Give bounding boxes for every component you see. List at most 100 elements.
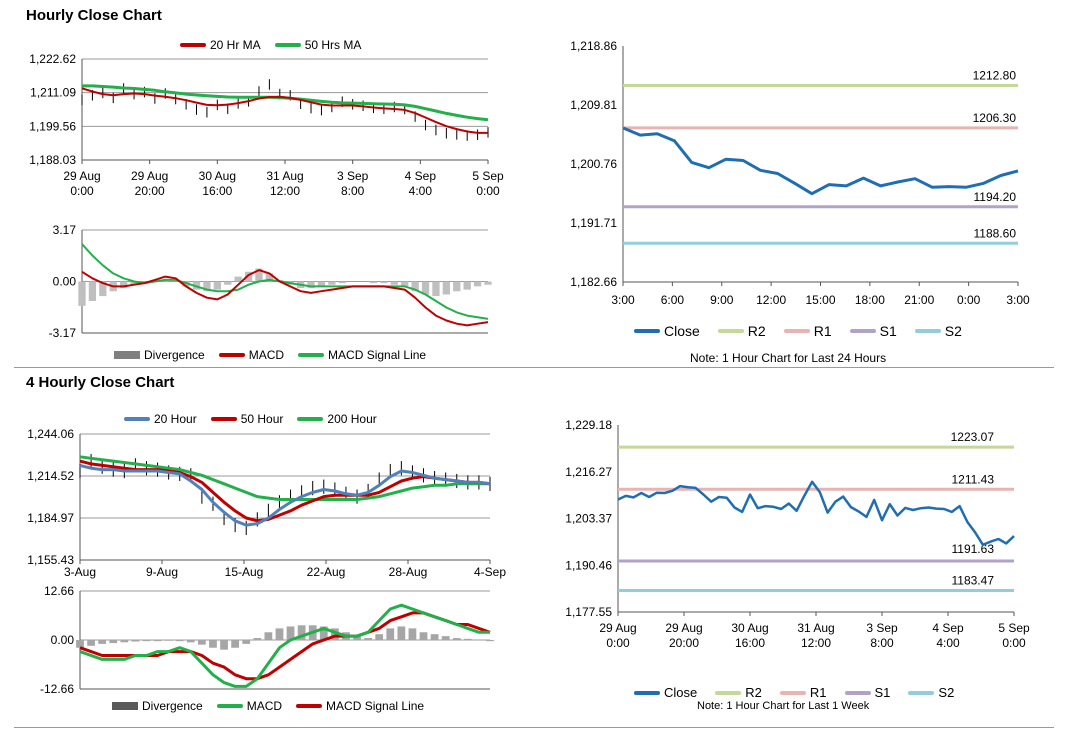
x-tick-label: 31 Aug [266, 169, 303, 183]
y-tick-label: 1,203.37 [565, 512, 612, 526]
divergence-bar [453, 281, 461, 292]
series-200-hour [79, 455, 490, 501]
divergence-bar [244, 271, 253, 282]
x-tick-label: 3-Aug [64, 565, 96, 579]
divergence-bar [380, 281, 388, 284]
x-tick-label: 4 Sep [932, 621, 964, 635]
legend-item-macd-signal-4h: MACD Signal Line [296, 699, 424, 713]
x-tick-label: 0:00 [476, 184, 500, 198]
y-tick-label: 1,188.03 [29, 153, 76, 167]
four-hourly-ma-chart: 1,244.06 1,214.52 1,184.97 1,155.433-Aug 9-A… [27, 427, 506, 579]
legend-item-macd: MACD [218, 348, 284, 362]
legend-item-macd-4h: MACD [216, 699, 282, 713]
x-tick-label: 29 Aug [131, 169, 168, 183]
y-tick-label: 1,229.18 [565, 418, 612, 432]
legend-item-r1: R1 [783, 323, 832, 339]
divergence-bar [98, 640, 107, 644]
four-hourly-macd-legend: Divergence MACD MACD Signal Line [112, 699, 424, 713]
legend-item-s1-4h: S1 [844, 685, 890, 700]
y-tick-label: 1,211.09 [30, 86, 76, 100]
x-tick-label: 16:00 [202, 184, 232, 198]
x-tick-label: 18:00 [855, 293, 885, 307]
legend-item-divergence: Divergence [114, 348, 205, 362]
divergence-bar [242, 640, 251, 644]
y-tick-label: 1,155.43 [27, 553, 74, 567]
x-tick-label: 6:00 [661, 293, 685, 307]
x-tick-label: 0:00 [1002, 636, 1026, 650]
divergence-bar [109, 640, 118, 644]
x-tick-label: 31 Aug [797, 621, 834, 635]
x-tick-label: 8:00 [341, 184, 365, 198]
x-tick-label: 8:00 [870, 636, 894, 650]
divergence-bar [297, 625, 306, 640]
legend-item-close-4h: Close [634, 685, 697, 700]
legend-item-20-hour: 20 Hour [124, 412, 197, 426]
divergence-bar [390, 281, 398, 285]
divergence-bar [473, 281, 482, 287]
legend-item-r2-4h: R2 [715, 685, 762, 700]
x-tick-label: 15-Aug [225, 565, 264, 579]
legend-item-s2: S2 [914, 323, 962, 339]
legend-item-close: Close [634, 323, 700, 339]
four-hourly-macd-chart: 12.66 0.00 -12.66 [40, 584, 494, 696]
divergence-bar [164, 640, 173, 641]
series-50hrs-ma [82, 84, 489, 122]
divergence-bar [87, 640, 95, 646]
series-20hr-ma [81, 87, 488, 134]
x-tick-label: 0:00 [606, 636, 630, 650]
divergence-bar [432, 281, 440, 297]
x-tick-label: 4:00 [409, 184, 433, 198]
divergence-bar [203, 281, 211, 292]
x-tick-label: 22-Aug [307, 565, 346, 579]
divergence-bar [307, 281, 315, 288]
divergence-bar [264, 632, 273, 640]
level-label-s2: 1183.47 [952, 574, 995, 588]
divergence-bar [198, 640, 206, 645]
divergence-bar [328, 281, 336, 285]
divergence-bar [76, 640, 84, 648]
x-tick-label: 5 Sep [472, 169, 504, 183]
hourly-macd-legend: Divergence MACD MACD Signal Line [114, 348, 426, 362]
divergence-bar [419, 632, 428, 640]
x-tick-label: 4:00 [936, 636, 960, 650]
divergence-bar [452, 638, 461, 640]
divergence-bar [78, 281, 86, 306]
divergence-bar [275, 628, 284, 640]
y-tick-label: 0.00 [51, 633, 75, 647]
divergence-bar [441, 636, 450, 640]
divergence-bar [317, 281, 326, 287]
divergence-bar [442, 281, 451, 295]
y-tick-label: 1,177.55 [565, 605, 612, 619]
x-tick-label: 29 Aug [599, 621, 636, 635]
divergence-bar [119, 281, 128, 288]
divergence-bar [286, 626, 295, 640]
legend-item-200-hour: 200 Hour [297, 412, 377, 426]
legend-item-divergence-4h: Divergence [112, 699, 203, 713]
x-tick-label: 12:00 [270, 184, 300, 198]
divergence-bar [408, 628, 417, 640]
x-tick-label: 9:00 [710, 293, 734, 307]
y-tick-label: 1,182.66 [570, 275, 617, 289]
divergence-bar [401, 281, 409, 287]
divergence-bar [338, 281, 346, 284]
x-tick-label: 15:00 [805, 293, 835, 307]
hourly-ma-legend: 20 Hr MA 50 Hrs MA [180, 38, 361, 52]
divergence-bar [234, 276, 242, 282]
series-close [617, 480, 1015, 547]
y-tick-label: 1,222.62 [29, 52, 76, 66]
divergence-bar [220, 640, 228, 650]
divergence-bar [369, 281, 378, 284]
divergence-bar [463, 281, 471, 290]
divergence-bar [397, 626, 406, 640]
divergence-bar [153, 640, 162, 642]
x-tick-label: 21:00 [904, 293, 934, 307]
divergence-bar [463, 638, 472, 640]
level-label-r2: 1223.07 [951, 430, 995, 444]
legend-item-s1: S1 [849, 323, 897, 339]
hourly-close-note: Note: 1 Hour Chart for Last 24 Hours [690, 351, 887, 365]
divergence-bar [175, 640, 184, 642]
section-divider-top [14, 367, 1054, 368]
level-label-s2: 1188.60 [974, 226, 1017, 240]
x-tick-label: 29 Aug [665, 621, 702, 635]
